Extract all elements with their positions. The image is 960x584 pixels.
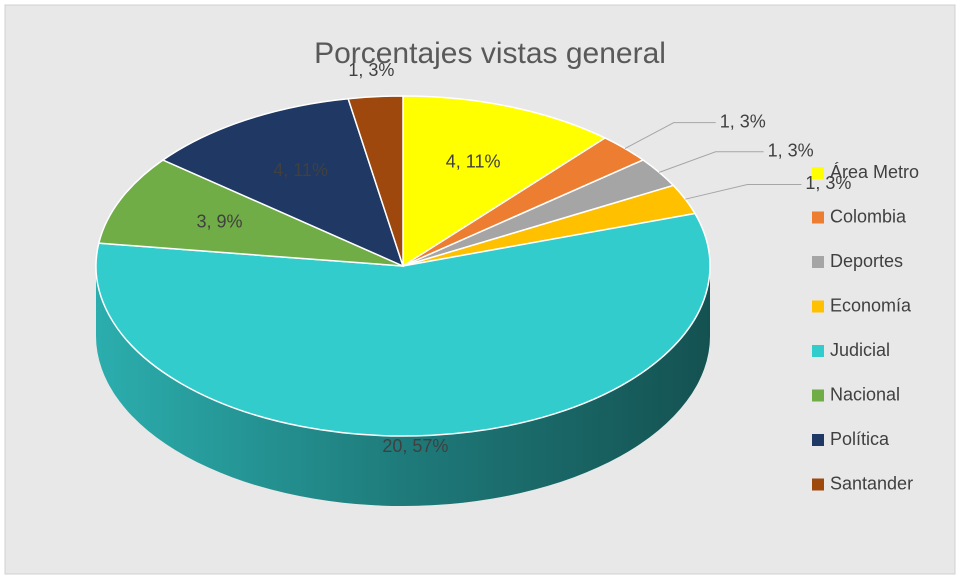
legend-label: Política xyxy=(830,429,890,449)
data-label: 4, 11% xyxy=(446,151,501,171)
legend-swatch xyxy=(812,211,824,224)
legend-label: Judicial xyxy=(830,340,890,360)
legend-swatch xyxy=(812,434,824,446)
chart-title: Porcentajes vistas general xyxy=(314,37,666,70)
legend-label: Deportes xyxy=(830,251,903,271)
legend-swatch xyxy=(812,256,824,268)
legend-swatch xyxy=(812,389,824,402)
legend-swatch xyxy=(812,478,824,491)
data-label: 3, 9% xyxy=(196,211,242,231)
slice xyxy=(97,159,404,267)
leader-line xyxy=(624,122,716,149)
data-label: 20, 57% xyxy=(382,436,448,456)
legend-label: Colombia xyxy=(830,206,907,226)
slice xyxy=(347,95,404,267)
data-label: 1, 3% xyxy=(720,111,766,131)
legend-swatch xyxy=(812,167,824,179)
slice xyxy=(95,212,711,437)
legend-label: Santander xyxy=(830,473,913,493)
data-label: 1, 3% xyxy=(768,140,814,160)
slice xyxy=(402,95,607,268)
data-label: 4, 11% xyxy=(273,160,328,180)
legend-label: Nacional xyxy=(830,384,900,404)
slice-side-shade xyxy=(96,266,710,506)
slice xyxy=(161,97,405,268)
data-label: 1, 3% xyxy=(348,60,394,80)
legend-swatch xyxy=(812,300,824,313)
leader-line xyxy=(659,151,764,173)
leader-line xyxy=(685,183,802,200)
legend-label: Área Metro xyxy=(830,162,919,182)
legend-swatch xyxy=(812,345,824,357)
legend-label: Economía xyxy=(830,295,912,315)
